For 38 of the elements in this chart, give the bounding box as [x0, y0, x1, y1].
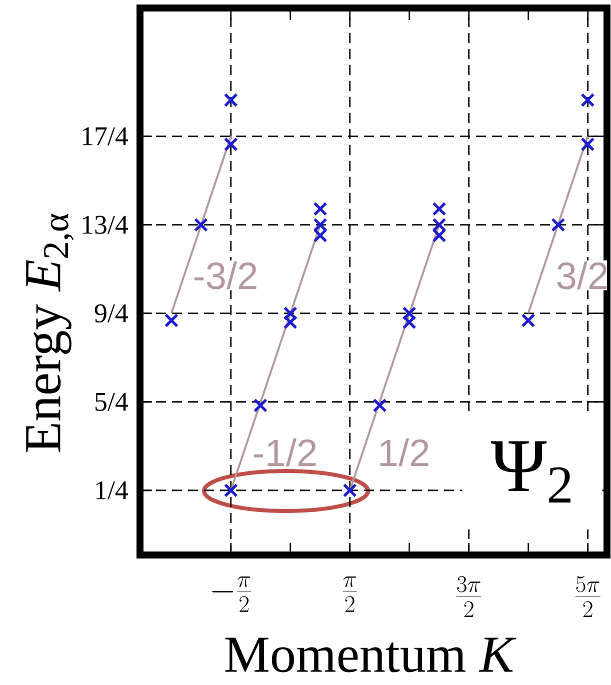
x-tick-label: $\frac{3\pi}{2}$	[456, 576, 482, 617]
point	[194, 218, 208, 232]
point	[402, 306, 416, 320]
point	[224, 137, 238, 152]
x-axis-title: Momentum K	[225, 638, 516, 672]
series-label: 1/2	[380, 438, 428, 466]
point	[372, 398, 387, 412]
point	[432, 202, 446, 216]
point	[224, 92, 238, 108]
y-tick-label: 13/4	[82, 216, 128, 234]
point	[313, 202, 328, 216]
point	[283, 315, 298, 330]
y-tick-label: 9/4	[94, 304, 128, 322]
point	[164, 313, 178, 328]
point	[580, 137, 595, 152]
series-label: -3/2	[194, 261, 256, 290]
y-tick-label: 17/4	[82, 127, 128, 146]
series-label: 3/2	[557, 261, 607, 290]
point	[342, 483, 357, 498]
y-tick-label: 5/4	[96, 392, 128, 411]
point	[253, 398, 268, 412]
point	[313, 218, 328, 232]
x-tick-label: $-\frac{\pi}{2}$	[212, 576, 252, 612]
annotation: Ψ$_{2}$	[490, 441, 570, 502]
x-tick-label: $\frac{5\pi}{2}$	[575, 576, 600, 617]
point	[224, 483, 238, 498]
point	[283, 306, 298, 320]
point	[521, 313, 536, 328]
series-label: -1/2	[254, 438, 316, 466]
point	[432, 218, 446, 232]
point	[580, 92, 595, 108]
x-tick-label: $\frac{\pi}{2}$	[342, 576, 357, 612]
point	[551, 218, 566, 232]
point	[402, 315, 416, 330]
point	[432, 228, 446, 243]
y-tick-label: 1/4	[96, 481, 128, 500]
y-axis-title: Energy E$_{2,α}$	[26, 214, 74, 452]
point	[313, 228, 328, 243]
